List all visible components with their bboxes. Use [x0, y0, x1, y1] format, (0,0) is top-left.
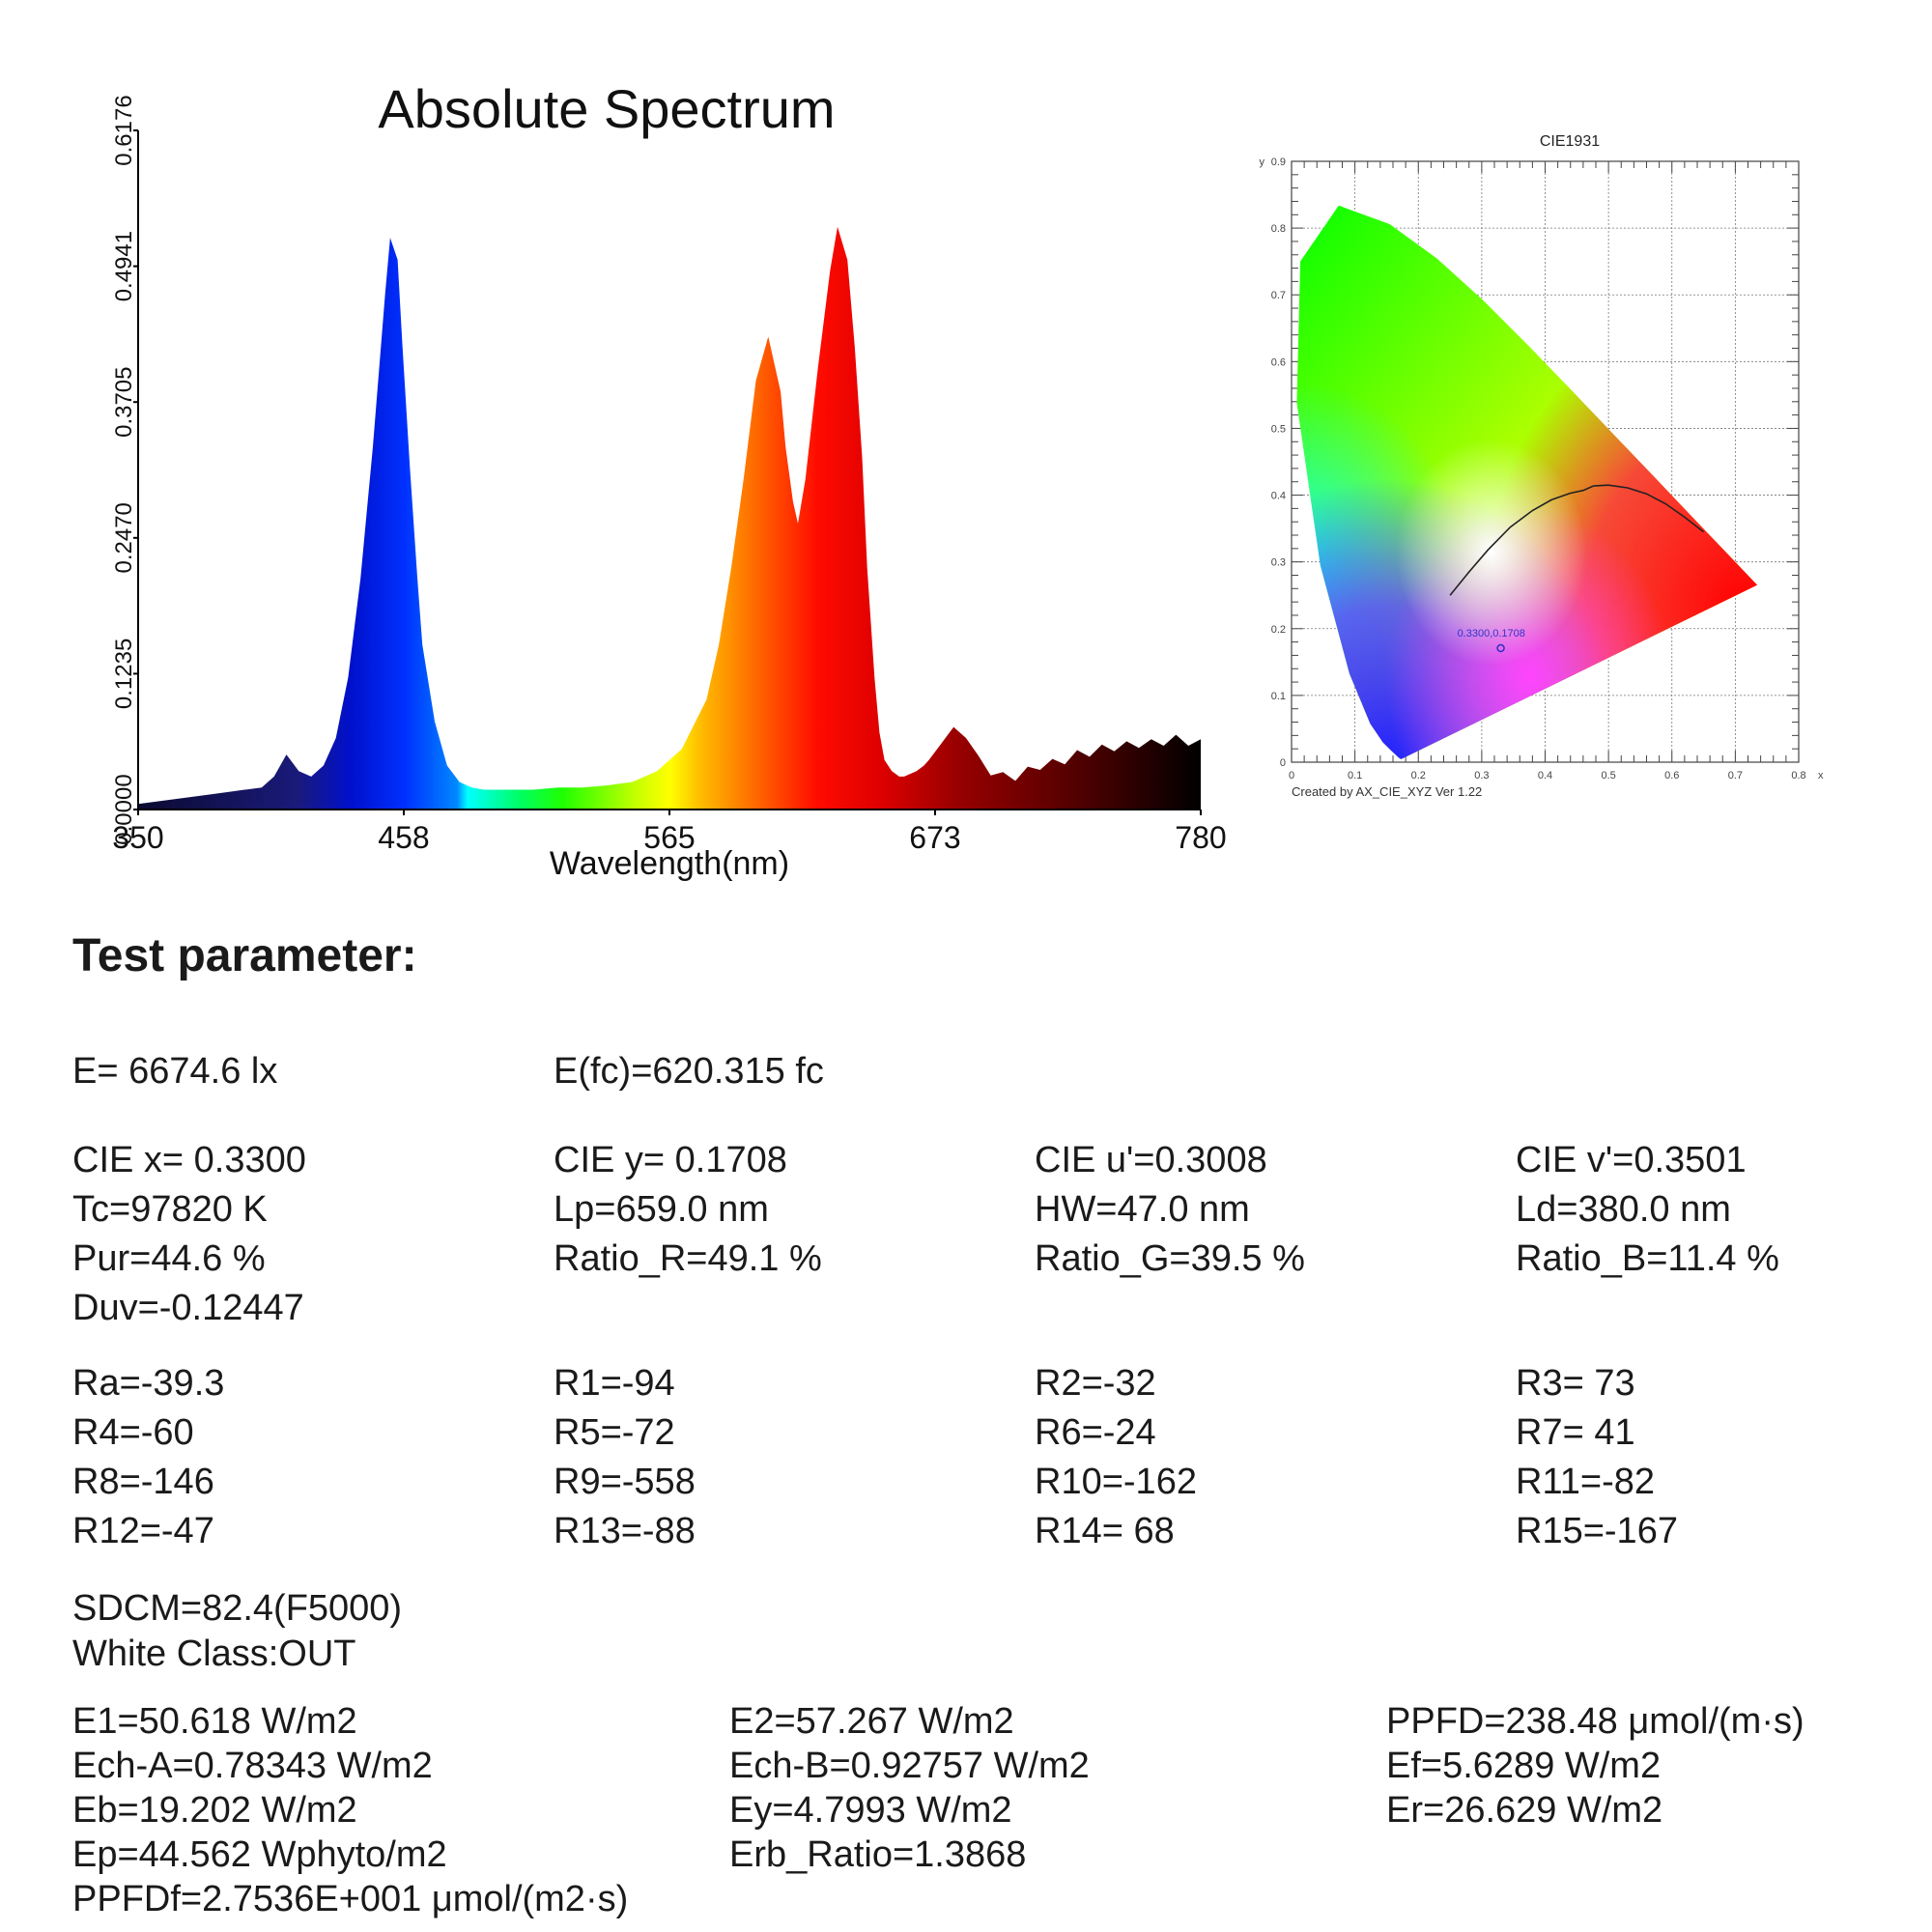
- param-illuminance: E= 6674.6 lx: [72, 1051, 278, 1092]
- cie-footnote: Created by AX_CIE_XYZ Ver 1.22: [1292, 784, 1482, 799]
- param-r2: R2=-32: [1035, 1363, 1156, 1404]
- param-ech-b: Ech-B=0.92757 W/m2: [729, 1746, 1090, 1786]
- param-r11: R11=-82: [1516, 1462, 1656, 1502]
- param-ratio-g: Ratio_G=39.5 %: [1035, 1238, 1305, 1279]
- spectrum-x-axis-label: Wavelength(nm): [550, 845, 789, 882]
- param-ey: Ey=4.7993 W/m2: [729, 1790, 1012, 1831]
- param-r12: R12=-47: [72, 1511, 214, 1551]
- cie-x-tick-label: 0.7: [1728, 770, 1743, 781]
- planckian-locus: [1449, 484, 1705, 596]
- cie-x-tick-label: 0.8: [1791, 770, 1805, 781]
- spectrum-y-tick-label: 0.1235: [111, 639, 137, 709]
- param-erb-ratio: Erb_Ratio=1.3868: [729, 1834, 1027, 1875]
- test-parameter-title: Test parameter:: [72, 930, 417, 981]
- param-lp: Lp=659.0 nm: [554, 1189, 769, 1230]
- spectrum-area: [138, 226, 1201, 810]
- param-duv: Duv=-0.12447: [72, 1288, 304, 1328]
- param-illuminance-fc: E(fc)=620.315 fc: [554, 1051, 824, 1092]
- param-er: Er=26.629 W/m2: [1386, 1790, 1663, 1831]
- spectrum-y-tick-label: 0.2470: [111, 502, 137, 573]
- cie-y-axis-label: y: [1260, 156, 1265, 168]
- param-sdcm: SDCM=82.4(F5000): [72, 1588, 403, 1629]
- cie-y-tick-label: 0.4: [1271, 491, 1286, 502]
- cie1931-chart: CIE1931 0.3300,0.1708 0 0.1 0.2 0.3 0.4 0.5 0.…: [1260, 133, 1825, 799]
- cie-y-tick-label: 0.3: [1271, 557, 1286, 569]
- param-tc: Tc=97820 K: [72, 1189, 268, 1230]
- spectrum-y-tick-label: 0.4941: [111, 231, 137, 301]
- param-ratio-r: Ratio_R=49.1 %: [554, 1238, 822, 1279]
- spectrum-chart: Absolute Spectrum 350 458 565 673 780 0.0000…: [111, 78, 1227, 882]
- cie-x-axis-label: x: [1818, 770, 1824, 781]
- param-ep: Ep=44.562 Wphyto/m2: [72, 1834, 447, 1875]
- cie-y-tick-label: 0.1: [1271, 691, 1286, 702]
- cie-x-tick-label: 0.2: [1411, 770, 1426, 781]
- param-pur: Pur=44.6 %: [72, 1238, 266, 1279]
- param-r10: R10=-162: [1035, 1462, 1197, 1502]
- param-cie-u: CIE u'=0.3008: [1035, 1140, 1267, 1180]
- spectrum-title: Absolute Spectrum: [378, 78, 835, 139]
- param-ra: Ra=-39.3: [72, 1363, 225, 1404]
- spectrum-y-tick-label: 0.3705: [111, 366, 137, 437]
- param-white-class: White Class:OUT: [72, 1634, 356, 1674]
- param-r13: R13=-88: [554, 1511, 696, 1551]
- cie-y-tick-label: 0.2: [1271, 624, 1286, 636]
- cie-x-tick-label: 0.4: [1538, 770, 1552, 781]
- spectrum-y-tick-label: 0.6176: [111, 95, 137, 165]
- cie-x-tick-label: 0.1: [1348, 770, 1362, 781]
- cie-x-tick-label: 0.3: [1474, 770, 1489, 781]
- param-r9: R9=-558: [554, 1462, 696, 1502]
- param-r5: R5=-72: [554, 1412, 675, 1453]
- param-r1: R1=-94: [554, 1363, 675, 1404]
- cie-x-tick-label: 0: [1289, 770, 1294, 781]
- cie-y-tick-label: 0.6: [1271, 356, 1286, 368]
- param-r8: R8=-146: [72, 1462, 214, 1502]
- spectrum-x-tick-label: 565: [643, 820, 695, 855]
- param-ppfd: PPFD=238.48 μmol/(m·s): [1386, 1701, 1804, 1742]
- param-e1: E1=50.618 W/m2: [72, 1701, 357, 1742]
- param-cie-v: CIE v'=0.3501: [1516, 1140, 1747, 1180]
- spectrum-x-tick-label: 350: [112, 820, 163, 855]
- cie-title: CIE1931: [1540, 133, 1600, 150]
- param-r4: R4=-60: [72, 1412, 194, 1453]
- chromaticity-point: [1496, 643, 1505, 653]
- param-cie-y: CIE y= 0.1708: [554, 1140, 787, 1180]
- param-ech-a: Ech-A=0.78343 W/m2: [72, 1746, 433, 1786]
- param-ppfdf: PPFDf=2.7536E+001 μmol/(m2·s): [72, 1879, 629, 1919]
- param-eb: Eb=19.202 W/m2: [72, 1790, 357, 1831]
- cie-y-tick-label: 0.5: [1271, 423, 1286, 435]
- spectrum-x-tick-label: 780: [1175, 820, 1226, 855]
- cie-x-tick-label: 0.5: [1601, 770, 1615, 781]
- param-hw: HW=47.0 nm: [1035, 1189, 1250, 1230]
- spectrum-x-tick-label: 458: [378, 820, 429, 855]
- param-cie-x: CIE x= 0.3300: [72, 1140, 306, 1180]
- cie-y-tick-label: 0.7: [1271, 290, 1286, 301]
- param-ef: Ef=5.6289 W/m2: [1386, 1746, 1662, 1786]
- param-e2: E2=57.267 W/m2: [729, 1701, 1014, 1742]
- param-ratio-b: Ratio_B=11.4 %: [1516, 1238, 1779, 1279]
- param-r7: R7= 41: [1516, 1412, 1635, 1453]
- param-ld: Ld=380.0 nm: [1516, 1189, 1731, 1230]
- spectrum-y-tick-label: 0.0000: [111, 774, 137, 844]
- param-r15: R15=-167: [1516, 1511, 1678, 1551]
- param-r14: R14= 68: [1035, 1511, 1175, 1551]
- cie-y-tick-label: 0: [1280, 757, 1286, 769]
- param-r3: R3= 73: [1516, 1363, 1635, 1404]
- cie-y-tick-label: 0.8: [1271, 223, 1286, 235]
- spectrum-x-tick-label: 673: [909, 820, 960, 855]
- cie-x-tick-label: 0.6: [1664, 770, 1679, 781]
- chromaticity-point-label: 0.3300,0.1708: [1458, 628, 1525, 639]
- param-r6: R6=-24: [1035, 1412, 1156, 1453]
- cie-y-tick-label: 0.9: [1271, 156, 1286, 168]
